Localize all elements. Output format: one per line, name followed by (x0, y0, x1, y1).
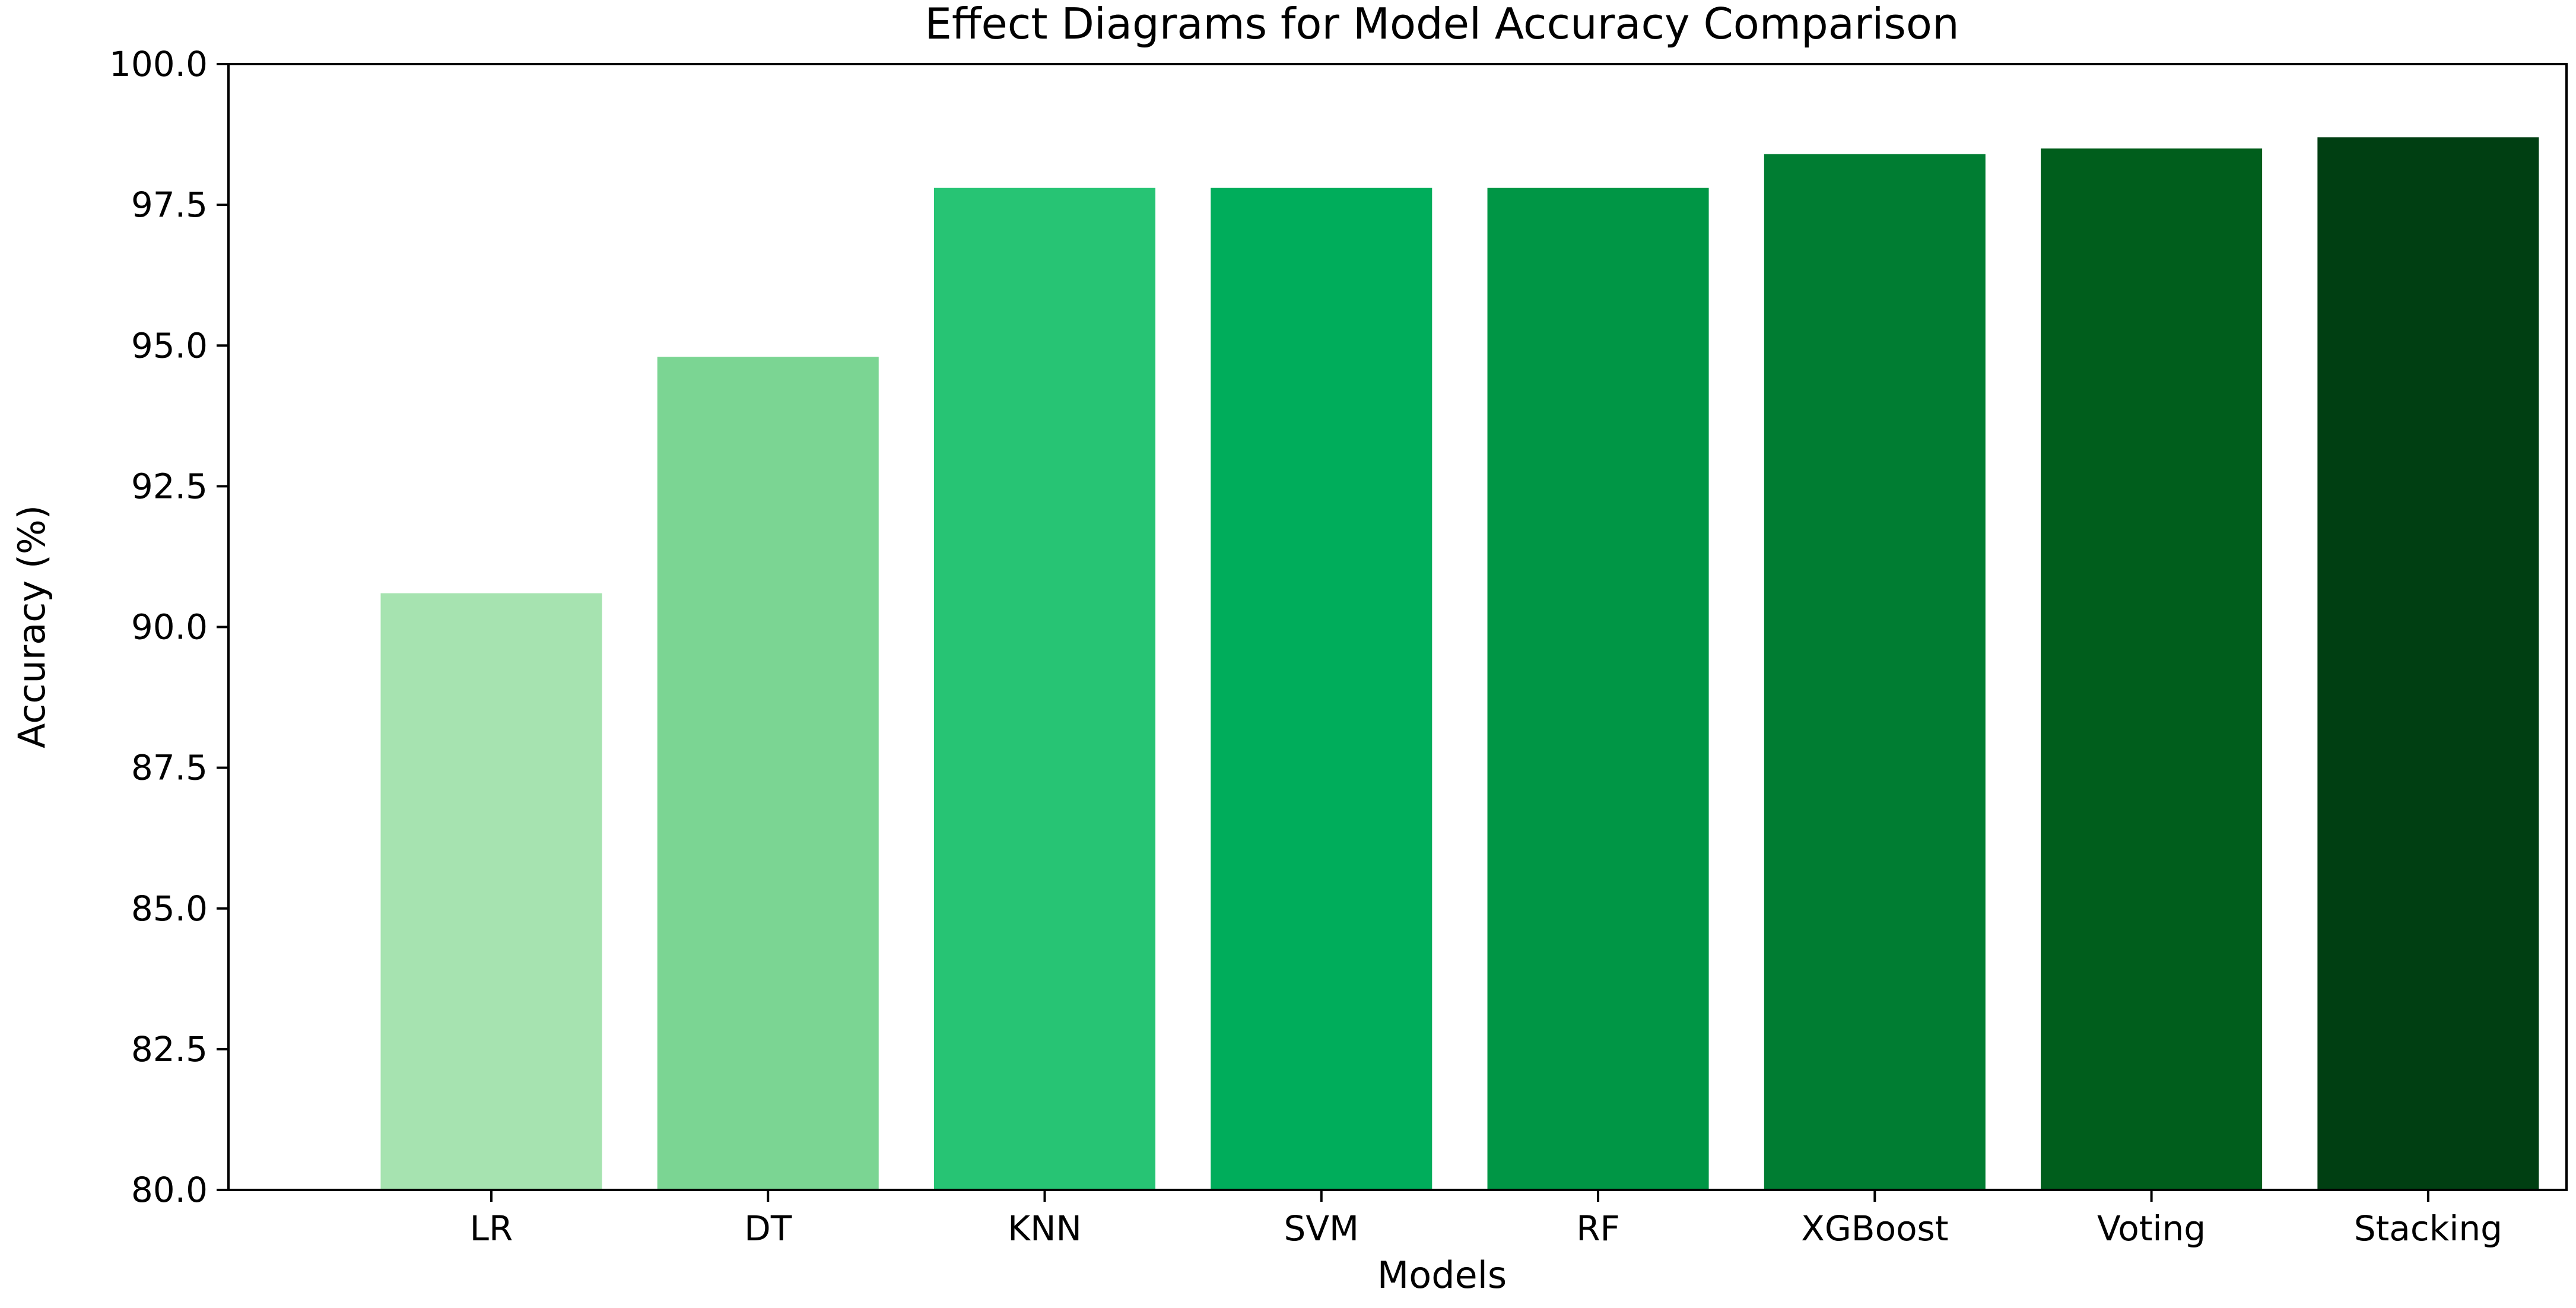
x-tick-label: KNN (1008, 1208, 1082, 1249)
bar-dt (657, 357, 879, 1190)
y-tick-label: 100.0 (109, 44, 208, 84)
bar-stacking (2317, 137, 2539, 1190)
x-tick-label: DT (744, 1208, 792, 1249)
x-axis-label: Models (1377, 1253, 1507, 1297)
y-tick-label: 82.5 (131, 1029, 208, 1069)
bar-rf (1487, 188, 1709, 1190)
y-tick-label: 85.0 (131, 888, 208, 929)
bar-lr (380, 593, 602, 1190)
x-tick-label: Stacking (2354, 1208, 2502, 1249)
x-axis-ticks: LR DT KNN SVM RF XGBoost Voting Stacking (470, 1190, 2502, 1249)
x-tick-label: RF (1576, 1208, 1620, 1249)
y-axis-ticks: 80.0 82.5 85.0 87.5 90.0 92.5 95.0 97.5 100.0 (109, 44, 228, 1210)
y-tick-label: 90.0 (131, 607, 208, 647)
plot-frame (227, 63, 2568, 1191)
chart-title: Effect Diagrams for Model Accuracy Compa… (925, 0, 1959, 49)
y-tick-label: 87.5 (131, 748, 208, 788)
bar-svm (1211, 188, 1432, 1190)
y-tick-label: 95.0 (131, 325, 208, 366)
bar-xgboost (1764, 154, 1986, 1190)
y-axis-label: Accuracy (%) (10, 505, 53, 748)
bars-group (380, 137, 2539, 1190)
x-tick-label: Voting (2097, 1208, 2206, 1249)
y-tick-label: 80.0 (131, 1170, 208, 1210)
y-tick-label: 92.5 (131, 466, 208, 506)
x-tick-label: LR (470, 1208, 513, 1249)
y-tick-label: 97.5 (131, 185, 208, 225)
bar-voting (2041, 148, 2263, 1190)
x-tick-label: XGBoost (1801, 1208, 1948, 1249)
bar-knn (933, 188, 1156, 1190)
x-tick-label: SVM (1284, 1208, 1360, 1249)
